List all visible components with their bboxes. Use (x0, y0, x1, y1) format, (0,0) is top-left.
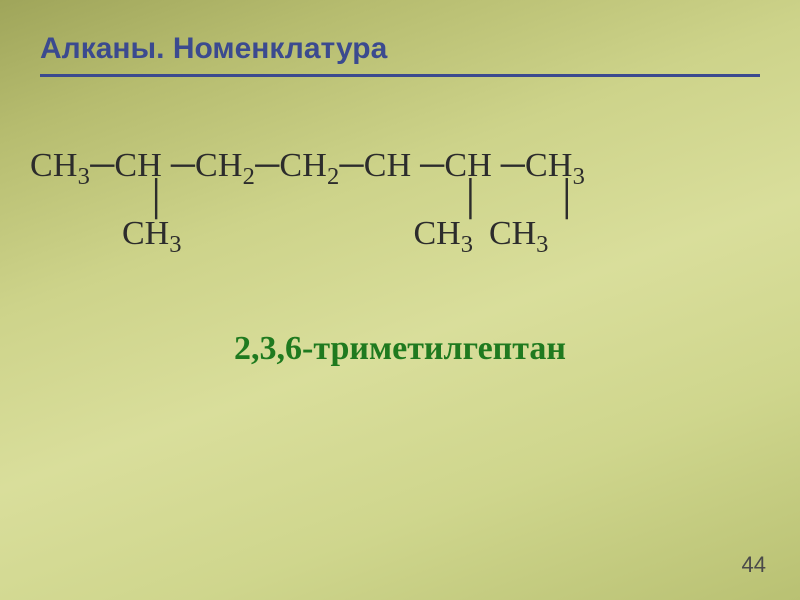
slide-title: Алканы. Номенклатура (40, 32, 760, 66)
title-rule (40, 74, 760, 77)
main-chain-row: СН3─СН ─СН2─СН2─СН ─СН ─СН3 (30, 147, 760, 184)
slide: Алканы. Номенклатура СН3─СН ─СН2─СН2─СН … (0, 0, 800, 600)
vertical-bonds-row: │││ (30, 184, 760, 215)
substituents-row: СН3СН3СН3 (30, 215, 760, 252)
compound-name: 2,3,6-триметилгептан (40, 330, 760, 368)
page-number: 44 (742, 552, 766, 578)
structural-formula: СН3─СН ─СН2─СН2─СН ─СН ─СН3 (30, 147, 760, 184)
